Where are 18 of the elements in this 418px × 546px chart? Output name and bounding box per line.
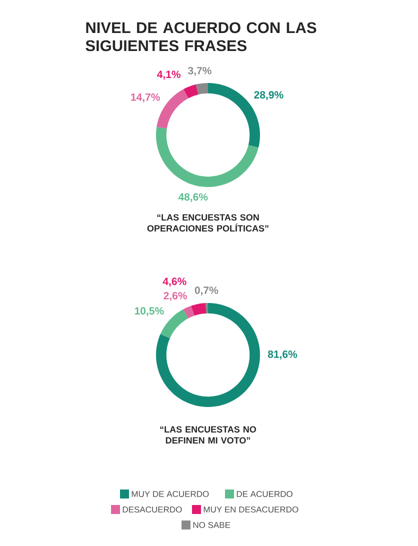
data-label: 3,7%	[188, 66, 212, 76]
data-label: 48,6%	[178, 193, 208, 202]
legend-label: MUY EN DESACUERDO	[204, 506, 298, 513]
chart-title: NIVEL DE ACUERDO CON LAS SIGUIENTES FRASES	[86, 22, 316, 52]
text: “LAS ENCUESTAS NO DEFINEN MI VOTO”	[160, 426, 256, 444]
legend-label: MUY DE ACUERDO	[132, 490, 209, 498]
data-label: 0,7%	[194, 286, 218, 296]
data-label: 4,1%	[157, 70, 181, 80]
data-label: 14,7%	[131, 93, 160, 102]
legend-label: DESACUERDO	[122, 506, 182, 513]
text: “LAS ENCUESTAS SON OPERACIONES POLÍTICAS”	[147, 214, 268, 232]
legend-label: DE ACUERDO	[236, 490, 292, 498]
data-label: 10,5%	[134, 307, 164, 316]
legend-label: NO SABE	[193, 522, 230, 528]
data-label: 2,6%	[164, 292, 187, 301]
data-label: 28,9%	[254, 91, 284, 100]
data-label: 81,6%	[268, 350, 298, 360]
data-label: 4,6%	[162, 278, 186, 287]
